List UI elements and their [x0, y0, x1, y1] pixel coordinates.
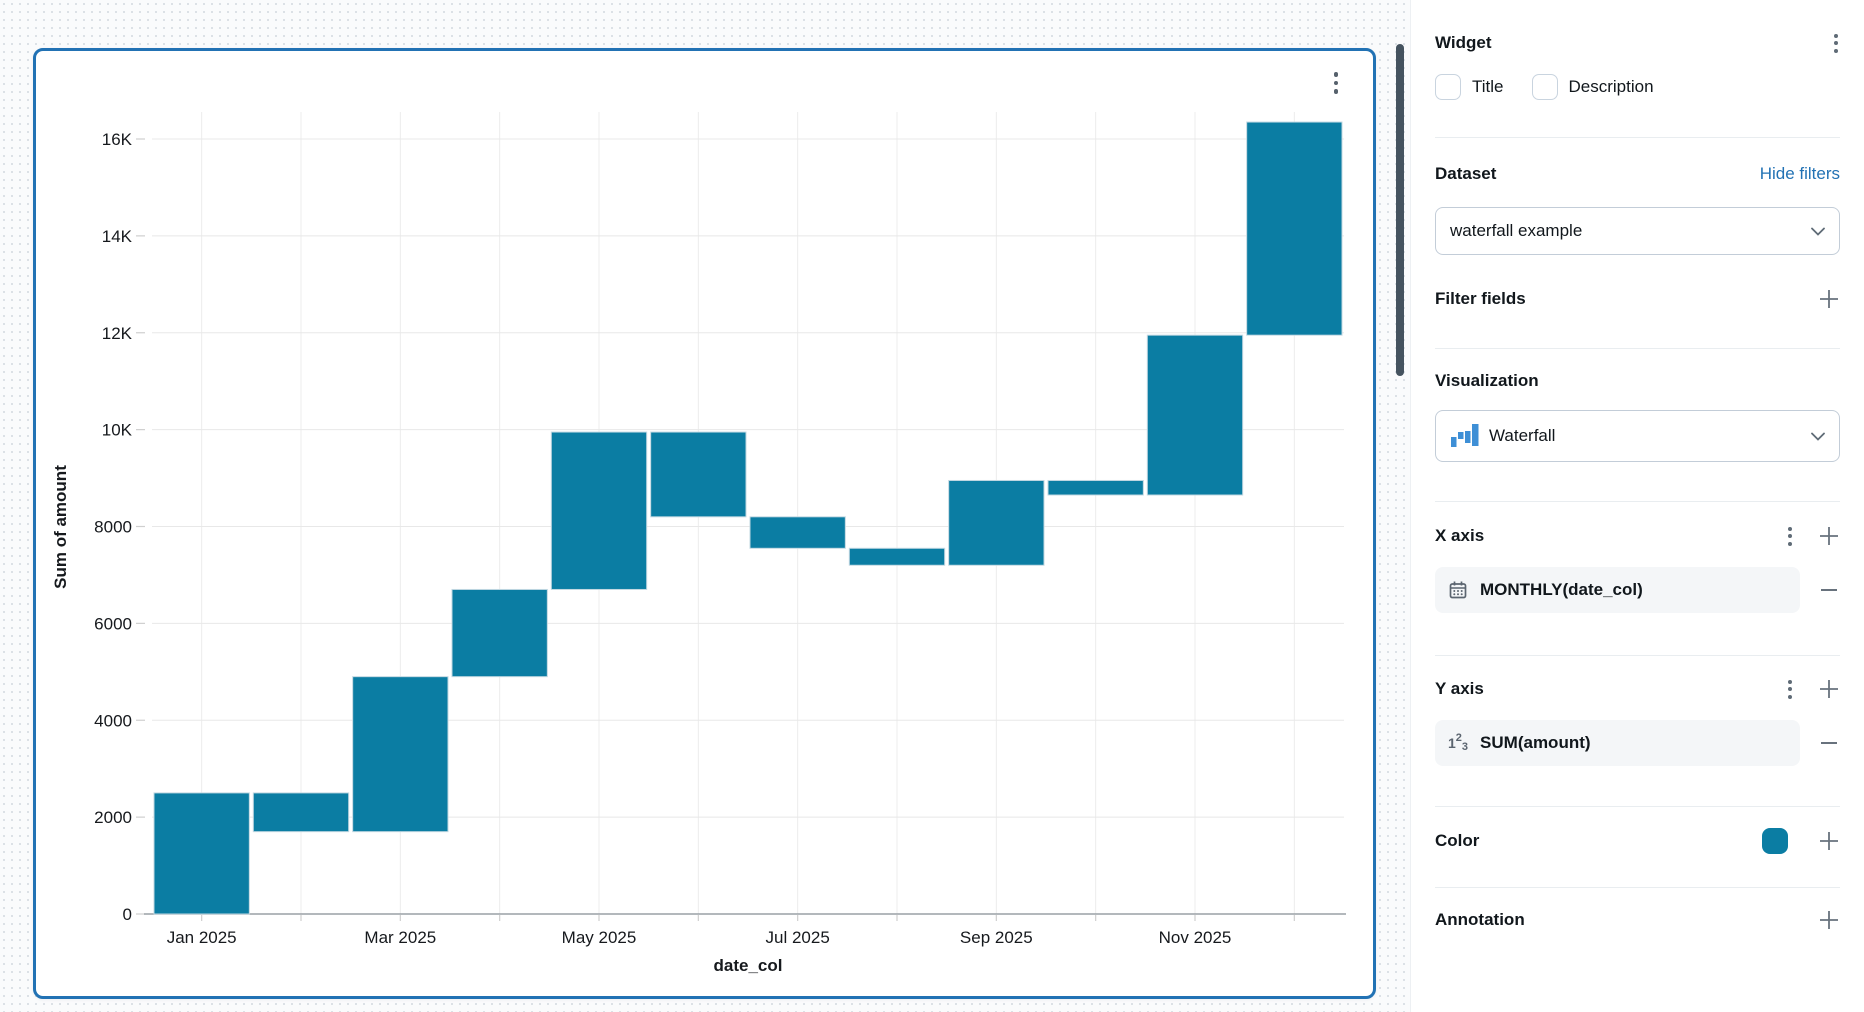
series-color-swatch[interactable] [1762, 828, 1788, 854]
add-y-axis-field-icon[interactable] [1818, 678, 1840, 700]
visualization-section-label: Visualization [1435, 371, 1539, 390]
waterfall-bar-Mar 2025[interactable] [352, 676, 449, 833]
svg-text:12K: 12K [102, 324, 133, 343]
chevron-down-icon [1811, 227, 1825, 236]
dataset-select[interactable]: waterfall example [1435, 207, 1840, 255]
svg-text:4000: 4000 [94, 711, 132, 730]
y-axis-kebab-menu-icon[interactable] [1786, 678, 1794, 701]
section-divider [1435, 655, 1840, 656]
waterfall-bar-Jan 2025[interactable] [153, 792, 250, 915]
x-axis-title: date_col [714, 956, 783, 975]
widget-kebab-menu-icon[interactable] [1832, 32, 1840, 55]
widget-config-panel: Widget Title Description Dataset Hide fi… [1410, 0, 1864, 1012]
svg-text:Jul 2025: Jul 2025 [766, 928, 830, 947]
filter-fields-section-label: Filter fields [1435, 289, 1526, 308]
svg-text:Mar 2025: Mar 2025 [364, 928, 436, 947]
y-axis-title: Sum of amount [51, 465, 70, 589]
svg-text:Jan 2025: Jan 2025 [167, 928, 237, 947]
title-checkbox[interactable] [1435, 74, 1461, 100]
title-checkbox-label: Title [1472, 77, 1504, 96]
dataset-selected-value: waterfall example [1450, 221, 1583, 240]
svg-text:14K: 14K [102, 227, 133, 246]
add-color-field-icon[interactable] [1818, 830, 1840, 852]
hide-filters-link[interactable]: Hide filters [1759, 164, 1840, 183]
chart-widget-card: 0 2000 4000 6000 8000 10K 12K 14K 16K Jan 2025 Mar… [33, 48, 1376, 999]
remove-x-axis-field-icon[interactable] [1818, 579, 1840, 601]
svg-text:Nov 2025: Nov 2025 [1159, 928, 1232, 947]
svg-text:6000: 6000 [94, 614, 132, 633]
visualization-selected-value: Waterfall [1489, 426, 1556, 445]
chevron-down-icon [1811, 432, 1825, 441]
x-axis-kebab-menu-icon[interactable] [1786, 525, 1794, 548]
section-divider [1435, 806, 1840, 807]
waterfall-bar-Jul 2025[interactable] [749, 516, 846, 549]
svg-text:Sep 2025: Sep 2025 [960, 928, 1033, 947]
section-divider [1435, 501, 1840, 502]
color-section-label: Color [1435, 831, 1480, 850]
svg-text:2000: 2000 [94, 808, 132, 827]
chart-kebab-menu-icon[interactable] [1325, 67, 1347, 99]
panel-title: Widget [1435, 33, 1492, 52]
svg-text:8000: 8000 [94, 518, 132, 537]
calendar-icon [1449, 581, 1467, 599]
description-checkbox[interactable] [1531, 74, 1558, 100]
waterfall-bar-Jun 2025[interactable] [650, 431, 747, 518]
canvas-scrollbar[interactable] [1396, 44, 1404, 376]
description-checkbox-label: Description [1568, 77, 1654, 96]
waterfall-bar-Sep 2025[interactable] [948, 479, 1045, 566]
x-axis-field-chip[interactable]: MONTHLY(date_col) [1435, 567, 1800, 613]
remove-y-axis-field-icon[interactable] [1818, 732, 1840, 754]
waterfall-chart: 0 2000 4000 6000 8000 10K 12K 14K 16K Jan 2025 Mar… [51, 112, 1346, 975]
waterfall-bar-Dec 2025[interactable] [1246, 121, 1343, 336]
add-filter-field-icon[interactable] [1818, 288, 1840, 310]
y-axis-section-label: Y axis [1435, 679, 1484, 698]
waterfall-bar-Apr 2025[interactable] [451, 588, 548, 678]
section-divider [1435, 348, 1840, 349]
section-divider [1435, 137, 1840, 138]
annotation-section-label: Annotation [1435, 910, 1525, 929]
waterfall-bar-Oct 2025[interactable] [1047, 479, 1144, 496]
svg-text:10K: 10K [102, 421, 133, 440]
y-axis-field-label: SUM(amount) [1480, 733, 1591, 752]
add-x-axis-field-icon[interactable] [1818, 525, 1840, 547]
waterfall-bar-Nov 2025[interactable] [1146, 334, 1244, 496]
svg-text:0: 0 [123, 905, 132, 924]
section-divider [1435, 887, 1840, 888]
waterfall-mini-chart-icon [1451, 424, 1479, 447]
waterfall-bar-Aug 2025[interactable] [848, 547, 946, 566]
svg-text:May 2025: May 2025 [562, 928, 637, 947]
waterfall-bar-Feb 2025[interactable] [252, 792, 350, 833]
waterfall-bar-May 2025[interactable] [550, 431, 648, 590]
svg-text:16K: 16K [102, 130, 133, 149]
dataset-section-label: Dataset [1435, 164, 1497, 183]
x-axis-section-label: X axis [1435, 526, 1485, 545]
visualization-select[interactable]: Waterfall [1435, 410, 1840, 462]
add-annotation-icon[interactable] [1818, 909, 1840, 931]
x-axis-field-label: MONTHLY(date_col) [1480, 580, 1643, 599]
